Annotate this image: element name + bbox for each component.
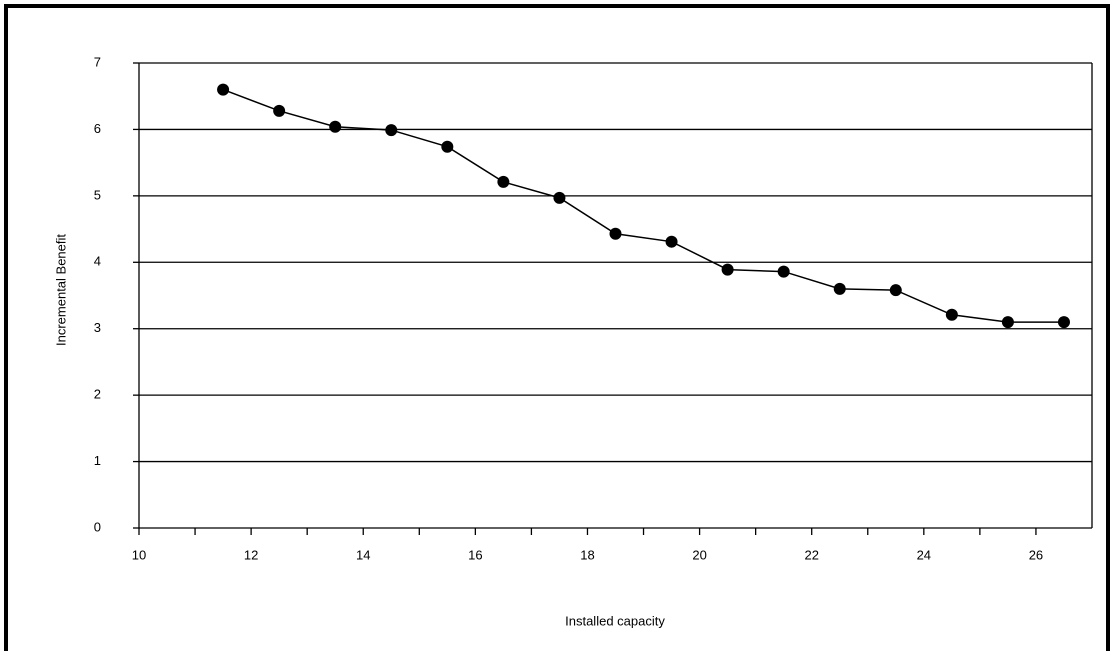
- x-tick-label: 16: [468, 547, 482, 562]
- data-point: [553, 191, 566, 204]
- data-point: [833, 282, 846, 295]
- data-point: [1057, 316, 1070, 329]
- y-tick-label: 0: [94, 519, 101, 534]
- data-point: [329, 120, 342, 133]
- data-point: [217, 83, 230, 96]
- data-point: [1001, 316, 1014, 329]
- y-tick-label: 3: [94, 320, 101, 335]
- y-tick-label: 4: [94, 254, 101, 269]
- y-tick-label: 5: [94, 187, 101, 202]
- x-tick-label: 18: [580, 547, 594, 562]
- data-point: [385, 124, 398, 137]
- x-tick-label: 24: [917, 547, 931, 562]
- data-point: [665, 235, 678, 248]
- x-tick-label: 26: [1029, 547, 1043, 562]
- y-tick-label: 7: [94, 54, 101, 69]
- y-axis-label: Incremental Benefit: [53, 234, 68, 346]
- x-tick-label: 14: [356, 547, 370, 562]
- x-axis-label: Installed capacity: [565, 613, 665, 628]
- data-point: [441, 140, 454, 153]
- x-tick-label: 10: [132, 547, 146, 562]
- data-point: [777, 265, 790, 278]
- y-tick-label: 6: [94, 121, 101, 136]
- data-point: [273, 104, 286, 117]
- y-tick-label: 1: [94, 453, 101, 468]
- y-tick-label: 2: [94, 387, 101, 402]
- data-point: [721, 263, 734, 276]
- data-point: [609, 227, 622, 240]
- data-point: [497, 175, 510, 188]
- x-tick-label: 12: [244, 547, 258, 562]
- data-point: [889, 284, 902, 297]
- x-tick-label: 20: [692, 547, 706, 562]
- series-line: [222, 88, 1064, 323]
- x-tick-label: 22: [804, 547, 818, 562]
- data-point: [945, 308, 958, 321]
- frame: [4, 4, 1110, 651]
